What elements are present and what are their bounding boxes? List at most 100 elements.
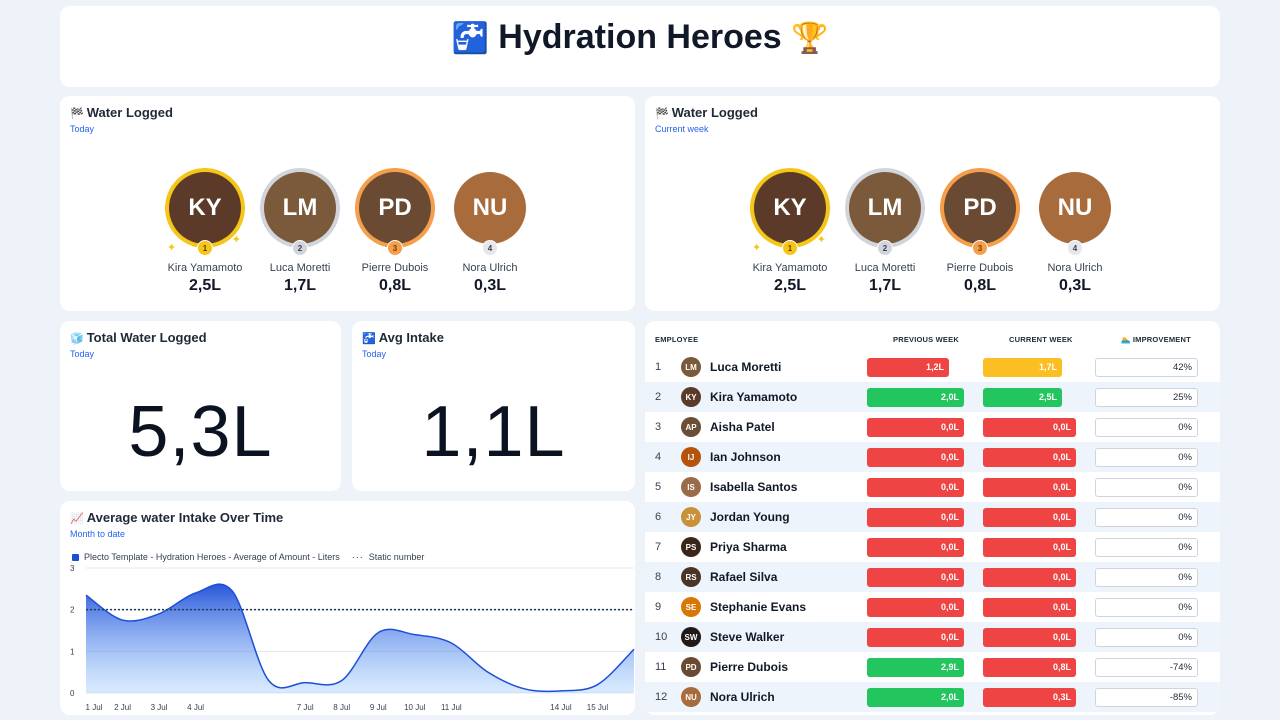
previous-week-value: 2,0L bbox=[867, 688, 964, 707]
column-header-current-week[interactable]: CURRENT WEEK bbox=[1009, 335, 1073, 344]
rank-badge: 1 bbox=[782, 240, 798, 256]
x-tick-label: 15 Jul bbox=[587, 703, 609, 712]
current-week-value: 0,0L bbox=[983, 478, 1076, 497]
table-row[interactable]: 12 NU Nora Ulrich 2,0L 0,3L -85% bbox=[645, 682, 1220, 712]
person-value: 0,8L bbox=[963, 277, 996, 294]
table-row[interactable]: 1 LM Luca Moretti 1,2L 1,7L 42% bbox=[645, 352, 1220, 382]
x-tick-label: 8 Jul bbox=[333, 703, 350, 712]
improvement-value: 0% bbox=[1095, 538, 1198, 557]
card-title: 🏁 Water Logged bbox=[655, 105, 758, 120]
column-header-improvement[interactable]: 🏊 IMPROVEMENT bbox=[1121, 335, 1191, 344]
dashboard-title: Hydration Heroes bbox=[498, 18, 782, 56]
podium-person[interactable]: LM 2 Luca Moretti 1,7L bbox=[845, 168, 925, 295]
table-row[interactable]: 9 SE Stephanie Evans 0,0L 0,0L 0% bbox=[645, 592, 1220, 622]
legend-static-label: Static number bbox=[368, 552, 425, 562]
podium-person[interactable]: KY 1 ✦ ✦ Kira Yamamoto 2,5L bbox=[165, 168, 245, 295]
card-title-text: Water Logged bbox=[86, 105, 173, 120]
avatar: KY 1 ✦ ✦ bbox=[750, 168, 830, 256]
person-name: Kira Yamamoto bbox=[752, 262, 828, 274]
podium-person[interactable]: NU 4 Nora Ulrich 0,3L bbox=[450, 168, 530, 295]
table-row[interactable]: 4 IJ Ian Johnson 0,0L 0,0L 0% bbox=[645, 442, 1220, 472]
faucet-icon: 🚰 bbox=[451, 22, 489, 55]
column-header-previous-week[interactable]: PREVIOUS WEEK bbox=[893, 335, 959, 344]
swimmer-icon: 🏊 bbox=[1121, 335, 1131, 344]
card-title-text: Average water Intake Over Time bbox=[86, 510, 284, 525]
card-subtitle: Current week bbox=[655, 124, 709, 134]
row-rank: 8 bbox=[655, 571, 662, 583]
x-tick-label: 4 Jul bbox=[187, 703, 204, 712]
card-subtitle: Today bbox=[362, 349, 387, 359]
employee-name: Steve Walker bbox=[710, 630, 785, 644]
column-header-employee[interactable]: EMPLOYEE bbox=[655, 335, 699, 344]
avatar: PS bbox=[681, 537, 701, 557]
row-rank: 4 bbox=[655, 451, 662, 463]
rank-badge: 2 bbox=[292, 240, 308, 256]
checkered-flag-icon: 🏁 bbox=[70, 108, 84, 120]
intake-area-chart: 0 1 2 3 1 Jul 2 Jul 3 Jul 4 Jul 7 Jul 8 Jul 9 Jul 1… bbox=[70, 564, 635, 712]
avatar: AP bbox=[681, 417, 701, 437]
area-fill bbox=[86, 584, 634, 693]
current-week-value: 2,5L bbox=[983, 388, 1062, 407]
dashboard-header: 🚰 Hydration Heroes 🏆 bbox=[60, 6, 1220, 87]
avatar-initials: NU bbox=[454, 172, 526, 244]
x-tick-label: 3 Jul bbox=[151, 703, 168, 712]
avatar: KY bbox=[681, 387, 701, 407]
table-row[interactable]: 2 KY Kira Yamamoto 2,0L 2,5L 25% bbox=[645, 382, 1220, 412]
card-title: 🚰 Avg Intake bbox=[362, 330, 444, 345]
current-week-value: 0,0L bbox=[983, 538, 1076, 557]
improvement-value: 0% bbox=[1095, 448, 1198, 467]
legend-series-label: Plecto Template - Hydration Heroes - Ave… bbox=[84, 552, 340, 562]
total-water-value: 5,3L bbox=[128, 392, 273, 472]
podium-person[interactable]: KY 1 ✦ ✦ Kira Yamamoto 2,5L bbox=[750, 168, 830, 295]
sparkle-icon: ✦ bbox=[167, 242, 177, 254]
rank-badge: 2 bbox=[877, 240, 893, 256]
avatar-initials: KY bbox=[169, 172, 241, 244]
current-week-value: 0,8L bbox=[983, 658, 1076, 677]
row-rank: 12 bbox=[655, 691, 668, 703]
x-tick-label: 2 Jul bbox=[114, 703, 131, 712]
table-row[interactable]: 6 JY Jordan Young 0,0L 0,0L 0% bbox=[645, 502, 1220, 532]
x-tick-label: 9 Jul bbox=[370, 703, 387, 712]
chart-increasing-icon: 📈 bbox=[70, 513, 84, 525]
avatar-initials: KY bbox=[754, 172, 826, 244]
y-tick-label: 2 bbox=[70, 606, 75, 615]
improvement-value: 0% bbox=[1095, 628, 1198, 647]
avatar: PD 3 bbox=[940, 168, 1020, 256]
podium-person[interactable]: LM 2 Luca Moretti 1,7L bbox=[260, 168, 340, 295]
y-tick-label: 1 bbox=[70, 647, 75, 656]
card-title-text: Total Water Logged bbox=[86, 330, 207, 345]
legend-series[interactable]: Plecto Template - Hydration Heroes - Ave… bbox=[72, 552, 340, 562]
row-rank: 7 bbox=[655, 541, 662, 553]
table-row[interactable]: 8 RS Rafael Silva 0,0L 0,0L 0% bbox=[645, 562, 1220, 592]
avatar: IS bbox=[681, 477, 701, 497]
previous-week-value: 0,0L bbox=[867, 418, 964, 437]
table-row[interactable]: 10 SW Steve Walker 0,0L 0,0L 0% bbox=[645, 622, 1220, 652]
sparkle-icon: ✦ bbox=[816, 234, 826, 246]
table-row[interactable]: 3 AP Aisha Patel 0,0L 0,0L 0% bbox=[645, 412, 1220, 442]
card-subtitle: Today bbox=[70, 124, 95, 134]
table-row[interactable]: 7 PS Priya Sharma 0,0L 0,0L 0% bbox=[645, 532, 1220, 562]
improvement-value: 0% bbox=[1095, 598, 1198, 617]
employee-name: Ian Johnson bbox=[710, 450, 781, 464]
current-week-value: 0,3L bbox=[983, 688, 1076, 707]
table-row[interactable]: 11 PD Pierre Dubois 2,9L 0,8L -74% bbox=[645, 652, 1220, 682]
person-name: Pierre Dubois bbox=[361, 262, 429, 274]
avatar: SE bbox=[681, 597, 701, 617]
water-logged-today-card: 🏁 Water Logged Today KY 1 ✦ ✦ Kira Yamamot… bbox=[60, 96, 635, 311]
employee-name: Jordan Young bbox=[710, 510, 790, 524]
legend-static[interactable]: ··· Static number bbox=[352, 552, 425, 562]
previous-week-value: 1,2L bbox=[867, 358, 949, 377]
podium-person[interactable]: PD 3 Pierre Dubois 0,8L bbox=[355, 168, 435, 295]
water-logged-week-card: 🏁 Water Logged Current week KY 1 ✦ ✦ Kira … bbox=[645, 96, 1220, 311]
table-row[interactable]: 5 IS Isabella Santos 0,0L 0,0L 0% bbox=[645, 472, 1220, 502]
improvement-value: -74% bbox=[1095, 658, 1198, 677]
x-tick-label: 10 Jul bbox=[404, 703, 426, 712]
employee-name: Kira Yamamoto bbox=[710, 390, 798, 404]
card-title: 🧊 Total Water Logged bbox=[70, 330, 207, 345]
podium-person[interactable]: PD 3 Pierre Dubois 0,8L bbox=[940, 168, 1020, 295]
employee-name: Nora Ulrich bbox=[710, 690, 775, 704]
improvement-value: 0% bbox=[1095, 418, 1198, 437]
leaderboard-podium: KY 1 ✦ ✦ Kira Yamamoto 2,5L LM 2 Luca Mor… bbox=[645, 168, 1220, 295]
podium-person[interactable]: NU 4 Nora Ulrich 0,3L bbox=[1035, 168, 1115, 295]
person-name: Kira Yamamoto bbox=[167, 262, 243, 274]
